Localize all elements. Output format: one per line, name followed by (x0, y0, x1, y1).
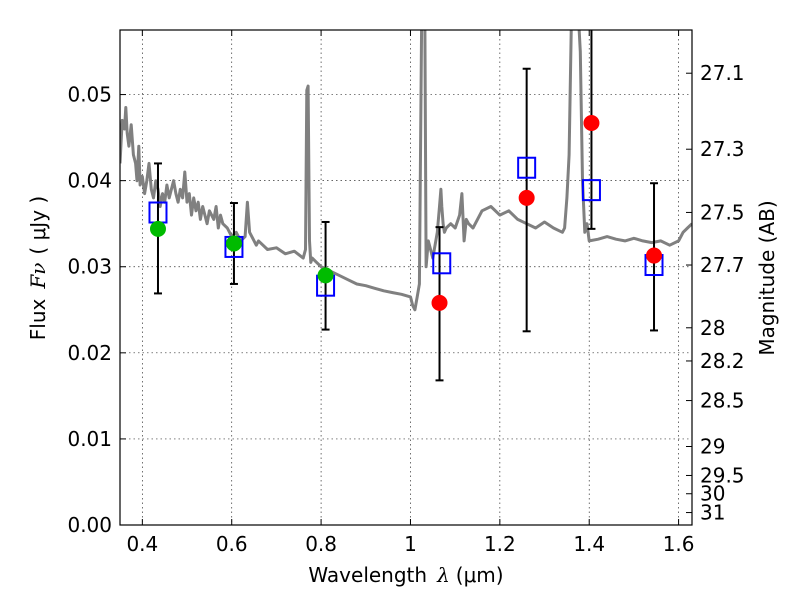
y2-tick-label: 29 (700, 434, 725, 458)
y-tick-label: 0.02 (67, 341, 112, 365)
y2-tick-label: 28.2 (700, 349, 745, 373)
plot-frame (119, 29, 693, 526)
model-photometry-square (432, 252, 452, 275)
detection-point (317, 267, 334, 284)
y2-tick-label: 27.1 (700, 61, 745, 85)
detection-point (583, 114, 600, 131)
y2-tick-label: 27.3 (700, 137, 745, 161)
x-tick-label: 1.6 (663, 532, 695, 556)
y2-tick-label: 27.7 (700, 253, 745, 277)
detection-point (431, 294, 448, 311)
x-tick-label: 0.8 (305, 532, 337, 556)
y2-tick-label: 29.5 (700, 463, 745, 487)
y-tick-label: 0.01 (67, 427, 112, 451)
detection-point (225, 235, 242, 252)
y2-tick-label: 28 (700, 316, 725, 340)
x-axis-label-text: Wavelength (308, 563, 427, 587)
x-axis-label-unit: (μm) (456, 563, 504, 587)
y-axis-label-symbol: Fν (26, 263, 50, 290)
detection-point (646, 247, 663, 264)
tick-layer: 0.4 0.6 0.8 1 1.2 1.4 1.6 0.00 0.01 0.02 0.03 0.04 0… (67, 30, 745, 556)
y2-tick-label: 27.5 (700, 200, 745, 224)
detection-point (518, 189, 535, 206)
data-layer (120, 30, 692, 382)
x-tick-label: 0.6 (216, 532, 248, 556)
x-axis-label-symbol: λ (436, 563, 450, 587)
y2-axis-label: Magnitude (AB) (755, 200, 779, 355)
y-tick-label: 0.05 (67, 83, 112, 107)
x-tick-label: 1.4 (573, 532, 605, 556)
x-tick-label: 0.4 (126, 532, 158, 556)
y-tick-label: 0.00 (67, 513, 112, 537)
spectrum-line (120, 30, 692, 312)
detection-point (149, 220, 166, 237)
model-photometry-square (581, 179, 601, 202)
x-tick-label: 1 (404, 532, 417, 556)
y2-tick-label: 30 (700, 482, 725, 506)
y2-tick-label: 31 (700, 501, 725, 525)
x-tick-label: 1.2 (484, 532, 516, 556)
y-axis-label-text: Flux (26, 298, 50, 340)
y-axis-label-unit: ( μJy ) (26, 196, 50, 255)
y-tick-label: 0.03 (67, 255, 112, 279)
y2-tick-label: 28.5 (700, 389, 745, 413)
y-tick-label: 0.04 (67, 169, 112, 193)
plot-area (120, 30, 692, 525)
y-axis-label: Flux Fν ( μJy ) (26, 196, 50, 340)
model-photometry-square (517, 156, 537, 179)
x-axis-label: Wavelength λ (μm) (308, 563, 503, 587)
